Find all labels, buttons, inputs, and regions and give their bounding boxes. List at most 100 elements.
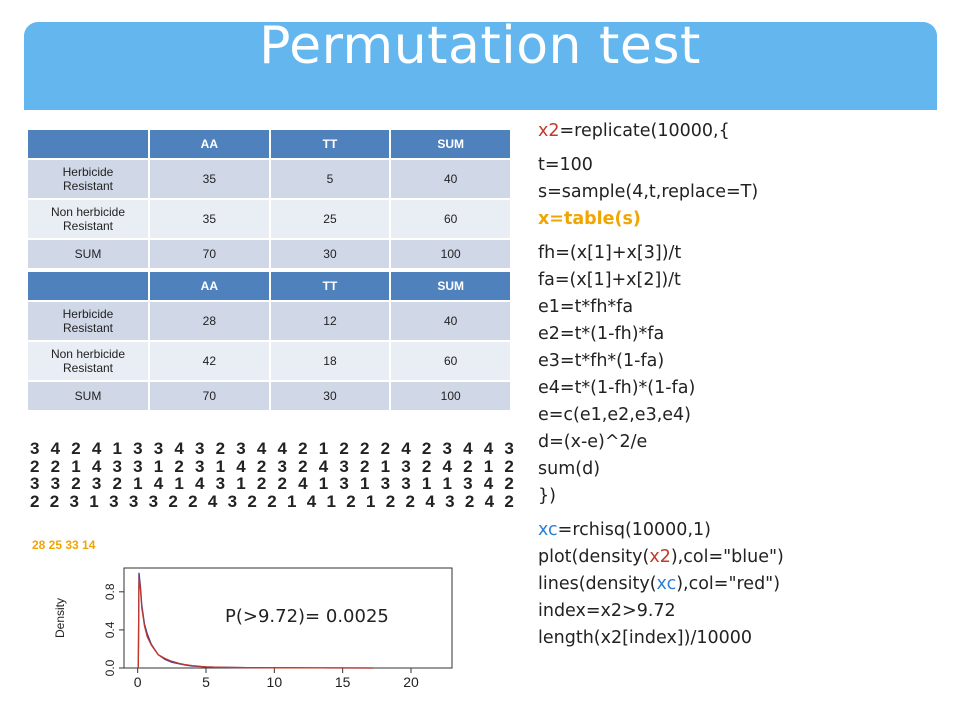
digit: 4: [483, 439, 494, 458]
table-cell: 30: [268, 380, 392, 412]
table-cell: 100: [389, 380, 512, 412]
code-line: index=x2>9.72: [538, 601, 676, 621]
digit: 3: [227, 491, 238, 511]
code-line: plot(density(x2),col="blue"): [538, 544, 784, 571]
digit: 2: [256, 474, 267, 493]
table-header-cell: SUM: [389, 270, 512, 302]
digit: 4: [484, 491, 495, 511]
y-tick-label: 0.4: [103, 621, 117, 638]
code-line: }): [538, 486, 556, 506]
digit: 4: [483, 474, 494, 493]
digit: 2: [247, 491, 257, 511]
digit: 2: [30, 456, 40, 476]
digit: 3: [30, 439, 40, 458]
digit: 3: [148, 491, 159, 511]
digit: 2: [504, 474, 514, 493]
digit: 2: [421, 456, 432, 476]
digit: 1: [133, 474, 143, 493]
code-text: plot(density(: [538, 547, 650, 567]
table-cell: 70: [148, 238, 271, 270]
code-text: ),col="blue"): [670, 547, 784, 567]
digit: 3: [30, 474, 40, 493]
digit: 4: [318, 456, 329, 476]
row-label: Herbicide Resistant: [26, 300, 150, 342]
code-line: d=(x-e)^2/e: [538, 432, 648, 452]
table-cell: 70: [148, 380, 271, 412]
digit: 2: [360, 439, 370, 458]
digit: 2: [30, 491, 40, 511]
digit: 4: [236, 456, 246, 476]
digit: 1: [421, 474, 432, 493]
table-row: Non herbicide Resistant 42 18 60: [26, 340, 512, 382]
digit: 3: [442, 439, 452, 458]
simulated-table: AA TT SUM Herbicide Resistant 28 12 40 N…: [26, 270, 512, 412]
contingency-tables: AA TT SUM Herbicide Resistant 35 5 40 No…: [26, 128, 512, 412]
digit: 1: [360, 474, 370, 493]
table-header-cell: AA: [148, 128, 271, 160]
table-cell: 42: [148, 340, 271, 382]
density-line-2: [137, 577, 373, 669]
digit: 2: [421, 439, 432, 458]
digit: 1: [286, 491, 297, 511]
digit: 2: [385, 491, 396, 511]
digit: 2: [339, 439, 349, 458]
digit: 4: [401, 439, 411, 458]
digit: 3: [69, 491, 79, 511]
code-line: e1=t*fh*fa: [538, 297, 634, 317]
digit: 4: [463, 439, 473, 458]
title-banner: [24, 22, 937, 110]
digit: 3: [463, 474, 473, 493]
table-row: Herbicide Resistant 35 5 40: [26, 158, 512, 200]
digit: 3: [195, 439, 205, 458]
digit: 1: [153, 456, 164, 476]
digit: 2: [463, 456, 473, 476]
code-line: x=table(s): [538, 209, 641, 229]
digit: 4: [207, 491, 218, 511]
digit: 3: [445, 491, 455, 511]
table-cell: 40: [389, 300, 512, 342]
digit: 2: [174, 456, 184, 476]
p-value-label: P(>9.72)= 0.0025: [225, 606, 389, 627]
code-variable: x2: [649, 547, 671, 567]
digit: 4: [298, 474, 308, 493]
digit: 2: [504, 456, 514, 476]
digit: 1: [318, 474, 329, 493]
table-cell: 28: [148, 300, 271, 342]
y-tick-label: 0.8: [103, 583, 117, 600]
code-line: t=100: [538, 155, 593, 175]
digit: 2: [380, 439, 391, 458]
digit: 3: [401, 474, 411, 493]
digit: 2: [188, 491, 198, 511]
digit: 2: [360, 456, 370, 476]
table-cell: 30: [268, 238, 392, 270]
code-line: x2=replicate(10000,{: [538, 118, 784, 145]
table-cell: 18: [268, 340, 392, 382]
digit: 1: [380, 456, 391, 476]
digit: 1: [89, 491, 99, 511]
digit: 4: [195, 474, 205, 493]
digit: 2: [346, 491, 356, 511]
digit: 2: [256, 456, 267, 476]
digit: 2: [71, 474, 81, 493]
code-line: sum(d): [538, 459, 601, 479]
table-row: SUM 70 30 100: [26, 238, 512, 270]
density-plot: 0 5 10 15 20 0.0 0.4 0.8 Density: [53, 567, 453, 690]
digit: 1: [215, 456, 226, 476]
table-header-cell: TT: [268, 270, 392, 302]
y-tick-label: 0.0: [103, 659, 117, 676]
code-line: e3=t*fh*(1-fa): [538, 351, 665, 371]
digit: 4: [306, 491, 317, 511]
x-tick-label: 20: [403, 674, 419, 690]
digit: 3: [339, 474, 349, 493]
digit: 3: [133, 439, 143, 458]
digit: 1: [442, 474, 452, 493]
x-tick-label: 5: [202, 674, 210, 690]
digit: 4: [91, 456, 102, 476]
digit: 2: [277, 474, 287, 493]
digit: 3: [109, 491, 119, 511]
digit: 1: [483, 456, 494, 476]
digit: 3: [504, 439, 514, 458]
table-header-cell: SUM: [389, 128, 512, 160]
